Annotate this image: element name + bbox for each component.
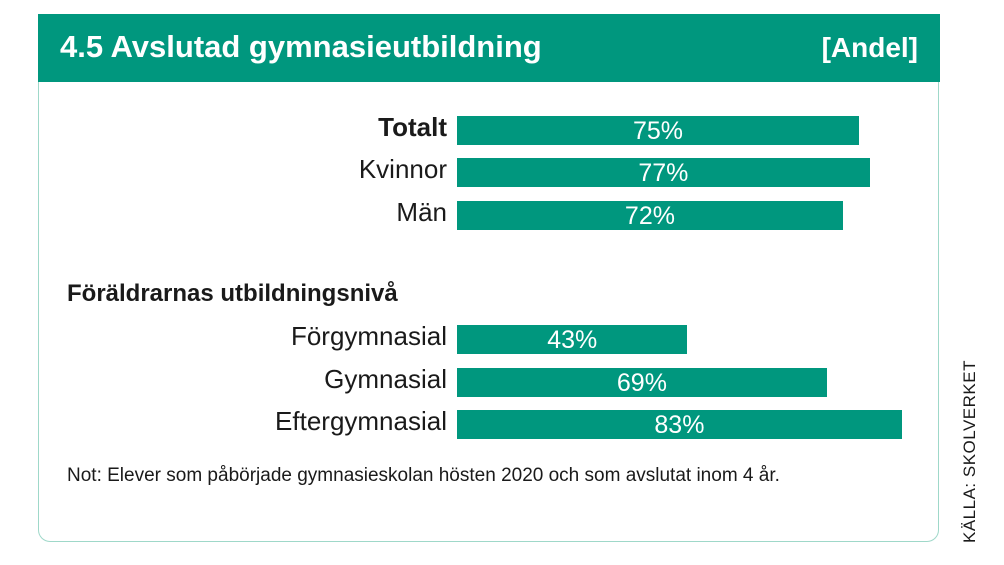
category-label: Kvinnor bbox=[358, 154, 447, 184]
data-label: 77% bbox=[638, 159, 689, 187]
data-label: 72% bbox=[624, 202, 675, 230]
chart-title: 4.5 Avslutad gymnasieutbildning bbox=[60, 29, 542, 64]
bar: 72% bbox=[457, 201, 843, 230]
data-label: 75% bbox=[632, 117, 684, 145]
data-label: 43% bbox=[547, 326, 598, 354]
bar: 83% bbox=[457, 410, 902, 439]
category-label: Män bbox=[396, 197, 447, 227]
category-label: Eftergymnasial bbox=[275, 406, 447, 436]
category-label: Gymnasial bbox=[324, 364, 447, 394]
data-label: 83% bbox=[654, 411, 705, 439]
bar: 77% bbox=[457, 158, 870, 187]
bar: 69% bbox=[457, 368, 827, 397]
chart-card bbox=[38, 14, 939, 542]
bar: 75% bbox=[457, 116, 859, 145]
bar: 43% bbox=[457, 325, 688, 354]
data-label: 69% bbox=[616, 369, 667, 397]
chart-source: KÄLLA: SKOLVERKET bbox=[960, 360, 979, 543]
unit-label: [Andel] bbox=[821, 32, 918, 63]
chart-note: Not: Elever som påbörjade gymnasieskolan… bbox=[67, 465, 780, 486]
category-label: Totalt bbox=[378, 112, 447, 142]
group-title: Föräldrarnas utbildningsnivå bbox=[67, 280, 398, 307]
category-label: Förgymnasial bbox=[290, 321, 447, 351]
chart-header: 4.5 Avslutad gymnasieutbildning [Andel] bbox=[38, 14, 940, 82]
